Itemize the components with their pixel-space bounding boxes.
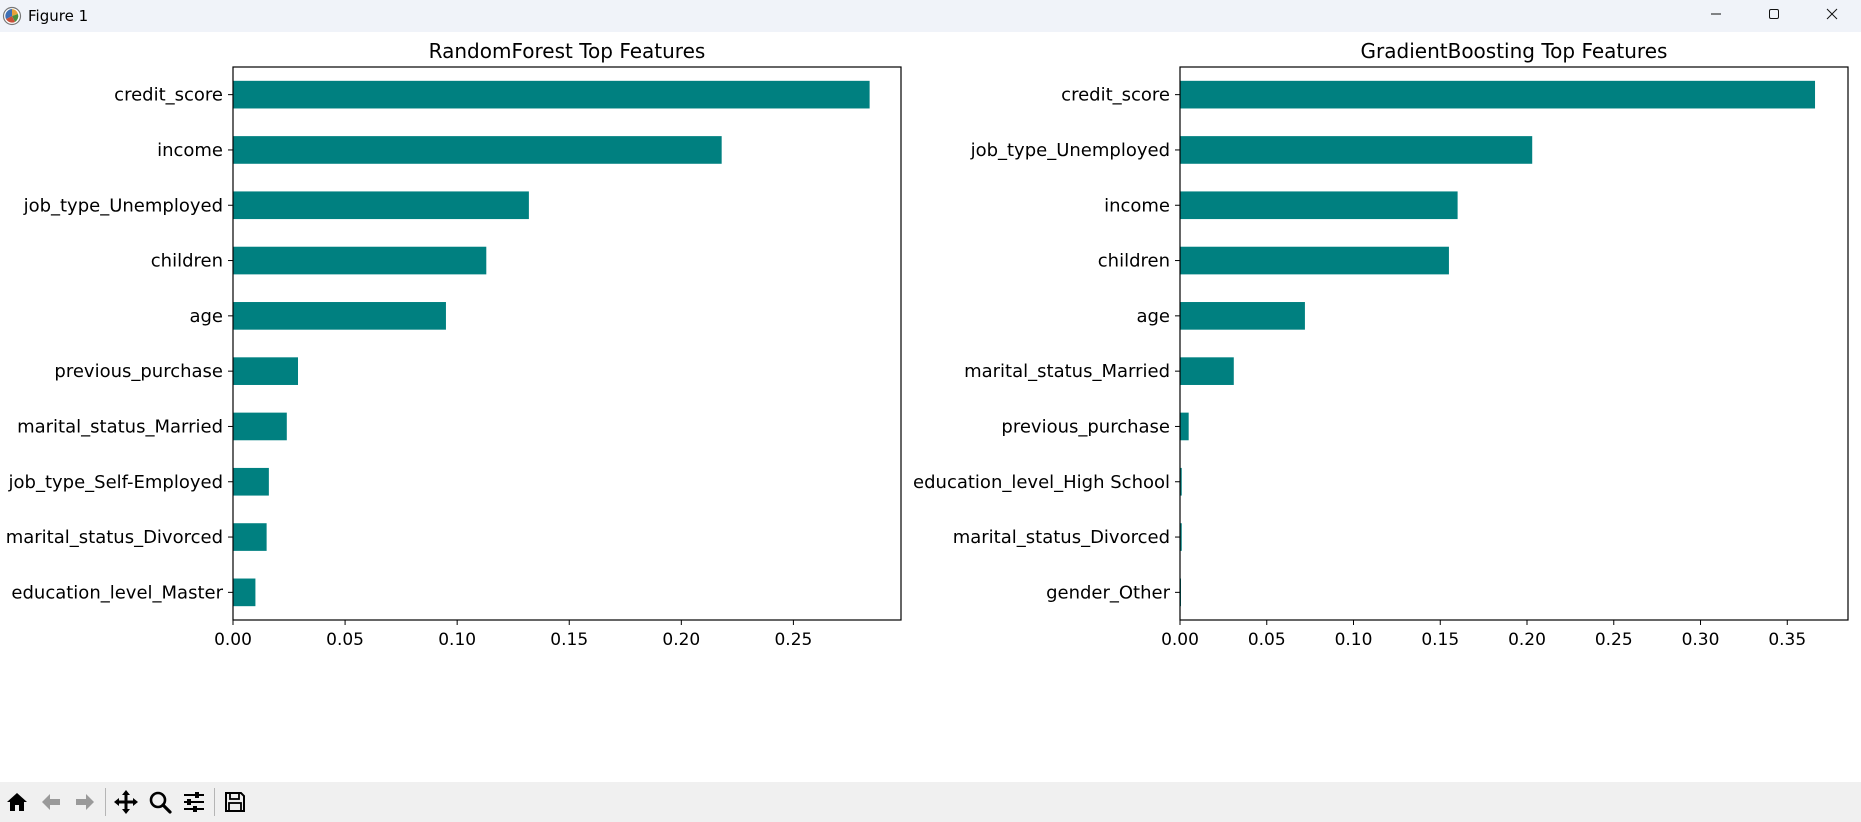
category-tick-label: children xyxy=(151,251,223,272)
category-tick-label: marital_status_Divorced xyxy=(953,527,1170,548)
category-tick-label: job_type_Self-Employed xyxy=(8,472,224,493)
home-icon xyxy=(7,793,27,811)
bar xyxy=(1180,302,1305,330)
configure-subplots-button[interactable] xyxy=(177,785,211,819)
forward-icon xyxy=(76,794,94,810)
zoom-button[interactable] xyxy=(143,785,177,819)
x-tick-label: 0.00 xyxy=(1161,630,1199,650)
matplotlib-app-icon xyxy=(2,6,22,26)
minimize-icon xyxy=(1711,13,1721,15)
back-icon xyxy=(42,794,60,810)
category-tick-label: gender_Other xyxy=(1046,582,1171,603)
category-tick-label: marital_status_Married xyxy=(964,361,1170,382)
x-tick-label: 0.10 xyxy=(438,630,476,650)
home-button[interactable] xyxy=(0,785,34,819)
x-tick-label: 0.30 xyxy=(1682,630,1720,650)
axes-randomforest: RandomForest Top Features credit_scoreinc… xyxy=(6,39,902,650)
bar xyxy=(1180,467,1182,496)
category-tick-label: job_type_Unemployed xyxy=(23,195,223,216)
category-tick-label: marital_status_Divorced xyxy=(6,527,223,548)
bar xyxy=(1180,80,1816,109)
minimize-button[interactable] xyxy=(1687,0,1745,28)
category-tick-label: job_type_Unemployed xyxy=(970,140,1170,161)
bar xyxy=(1180,412,1189,441)
x-tick-label: 0.00 xyxy=(214,630,252,650)
category-tick-label: income xyxy=(1104,195,1170,216)
x-tick-label: 0.25 xyxy=(1595,630,1633,650)
title-bar: Figure 1 xyxy=(0,0,1861,32)
pan-button[interactable] xyxy=(109,785,143,819)
bar xyxy=(233,246,487,275)
bar xyxy=(1180,246,1449,275)
category-tick-label: age xyxy=(189,306,223,327)
category-tick-label: previous_purchase xyxy=(1001,416,1170,437)
x-tick-label: 0.05 xyxy=(326,630,364,650)
pan-icon xyxy=(114,790,138,814)
x-tick-label: 0.15 xyxy=(1421,630,1459,650)
category-tick-label: children xyxy=(1098,251,1170,272)
x-tick-label: 0.20 xyxy=(662,630,700,650)
axes-gradientboosting: GradientBoosting Top Features credit_scor… xyxy=(913,39,1849,650)
category-tick-label: credit_score xyxy=(114,85,223,106)
close-button[interactable] xyxy=(1803,0,1861,28)
zoom-icon xyxy=(149,791,172,814)
toolbar-separator xyxy=(105,788,106,816)
x-tick-label: 0.15 xyxy=(550,630,588,650)
category-tick-label: marital_status_Married xyxy=(17,416,223,437)
bar xyxy=(1180,357,1234,385)
x-tick-label: 0.20 xyxy=(1508,630,1546,650)
bar xyxy=(1180,136,1533,164)
bar xyxy=(233,467,269,496)
x-tick-label: 0.35 xyxy=(1768,630,1806,650)
figure-svg: RandomForest Top Features credit_scoreinc… xyxy=(6,39,1849,650)
window-title: Figure 1 xyxy=(28,7,89,25)
chart-title: GradientBoosting Top Features xyxy=(1361,39,1668,63)
navigation-toolbar xyxy=(0,782,1861,822)
chart-title: RandomForest Top Features xyxy=(429,39,706,63)
category-tick-label: age xyxy=(1136,306,1170,327)
axes-frame xyxy=(1179,66,1849,621)
maximize-icon xyxy=(1769,9,1779,19)
forward-button[interactable] xyxy=(68,785,102,819)
window-controls xyxy=(1687,0,1861,32)
bar xyxy=(233,357,299,385)
back-button[interactable] xyxy=(34,785,68,819)
bar xyxy=(233,523,267,551)
x-tick-label: 0.25 xyxy=(774,630,812,650)
category-tick-label: education_level_High School xyxy=(913,472,1170,493)
x-tick-label: 0.10 xyxy=(1335,630,1373,650)
save-button[interactable] xyxy=(218,785,252,819)
bar xyxy=(233,412,287,441)
maximize-button[interactable] xyxy=(1745,0,1803,28)
bar xyxy=(233,302,446,330)
toolbar-separator xyxy=(214,788,215,816)
save-icon xyxy=(225,792,245,812)
bar xyxy=(233,191,529,220)
category-tick-label: education_level_Master xyxy=(11,582,223,603)
x-tick-label: 0.05 xyxy=(1248,630,1286,650)
category-tick-label: previous_purchase xyxy=(54,361,223,382)
category-tick-label: credit_score xyxy=(1061,85,1170,106)
bar xyxy=(1180,191,1458,220)
configure-subplots-icon xyxy=(184,792,204,812)
axes-frame xyxy=(232,66,902,621)
close-icon xyxy=(1826,8,1838,20)
category-tick-label: income xyxy=(157,140,223,161)
bar xyxy=(233,578,256,607)
bar xyxy=(1180,523,1182,551)
bar xyxy=(233,136,722,164)
bar xyxy=(233,80,870,109)
